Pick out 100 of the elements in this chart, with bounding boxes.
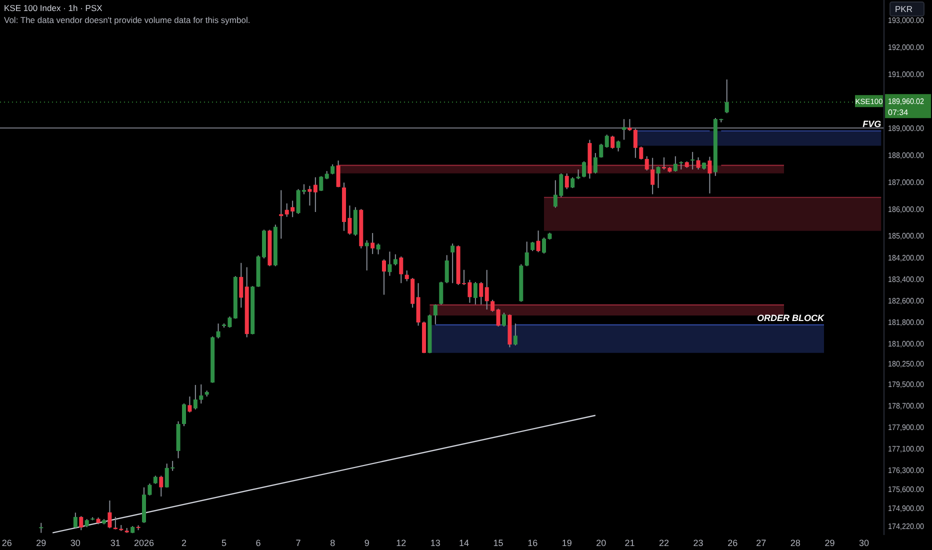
x-tick-label: 30 xyxy=(858,538,870,548)
text: 07:34 xyxy=(888,108,909,118)
candlestick xyxy=(628,118,632,132)
candlestick xyxy=(376,243,380,255)
y-tick-label: 184,200.00 xyxy=(888,253,928,262)
x-tick-label: 22 xyxy=(658,538,670,548)
candlestick xyxy=(616,140,620,152)
candlestick xyxy=(182,403,186,427)
candlestick xyxy=(382,258,386,296)
x-tick-label: 29 xyxy=(36,538,46,548)
y-tick-label: 189,000.00 xyxy=(888,124,928,133)
y-tick-label: 192,000.00 xyxy=(888,43,928,52)
x-tick-label: 21 xyxy=(624,538,635,548)
x-tick-label: 28 xyxy=(790,538,800,548)
y-tick-label: 193,000.00 xyxy=(888,16,928,26)
candlestick xyxy=(39,522,44,534)
candlestick xyxy=(593,152,598,174)
candlestick xyxy=(484,269,489,310)
y-tick-label: 188,000.00 xyxy=(888,150,928,160)
candlestick xyxy=(308,185,312,206)
x-tick-label: 29 xyxy=(824,538,835,548)
candlestick xyxy=(473,282,478,305)
candlestick xyxy=(279,190,284,240)
y-tick-label: 179,500.00 xyxy=(888,380,928,389)
x-tick-label: 2026 xyxy=(134,538,154,548)
candlestick xyxy=(336,160,340,188)
x-tick-label: 26 xyxy=(728,538,738,548)
candlestick xyxy=(496,308,500,327)
candlestick xyxy=(576,168,580,180)
x-tick-label: 16 xyxy=(528,538,538,548)
candlestick xyxy=(696,156,700,170)
x-tick-label: 12 xyxy=(396,538,406,548)
y-tick-label: 177,100.00 xyxy=(888,444,928,454)
y-tick-label: 181,000.00 xyxy=(888,339,928,348)
x-tick-label: 6 xyxy=(256,538,261,548)
ref-line-label: 189,960.02 xyxy=(888,97,928,106)
candlestick xyxy=(364,240,369,271)
candlestick xyxy=(216,323,220,339)
candlestick xyxy=(444,254,449,284)
candlestick xyxy=(599,143,604,158)
x-tick-label: 26 xyxy=(2,538,12,548)
candlestick xyxy=(433,304,438,325)
candlestick xyxy=(319,176,324,192)
candlestick xyxy=(313,176,318,213)
candlestick xyxy=(622,118,626,140)
y-tick-label: 174,220.00 xyxy=(888,522,928,532)
x-tick-label: 15 xyxy=(493,538,504,548)
series-label: FVG xyxy=(862,118,882,129)
y-tick-label: 177,900.00 xyxy=(888,422,928,432)
candlestick xyxy=(490,299,495,312)
candlestick xyxy=(388,251,392,276)
candlestick xyxy=(404,270,409,282)
y-tick-label: 186,000.00 xyxy=(888,204,928,214)
text: Vol: The data vendor doesn't provide volume data for this symbol. xyxy=(4,15,250,25)
x-tick-label: 31 xyxy=(110,538,120,548)
y-tick-label: 175,600.00 xyxy=(888,484,928,494)
text: PKR xyxy=(895,4,912,14)
candlestick xyxy=(79,516,84,531)
candlestick xyxy=(524,241,529,267)
y-tick-label: 187,000.00 xyxy=(888,178,928,187)
y-tick-label: 181,800.00 xyxy=(888,318,928,327)
y-tick-label: 185,000.00 xyxy=(888,232,928,241)
y-tick-label: 174,900.00 xyxy=(888,504,928,513)
candlestick xyxy=(370,232,375,255)
candlestick xyxy=(536,230,540,253)
candlestick xyxy=(690,151,695,170)
candlestick xyxy=(450,243,455,284)
candlestick xyxy=(108,500,112,529)
candlestick xyxy=(708,156,712,194)
candlestick xyxy=(113,516,118,530)
y-tick-label: 176,300.00 xyxy=(888,466,928,476)
candlestick xyxy=(570,176,575,189)
x-tick-label: 19 xyxy=(562,538,572,548)
x-tick-label: 8 xyxy=(330,538,336,548)
candlestick xyxy=(673,156,678,172)
chart-title: KSE 100 Index · 1h · PSX xyxy=(4,3,103,13)
x-tick-label: 7 xyxy=(296,538,301,548)
y-tick-label: 183,400.00 xyxy=(888,274,928,284)
x-tick-label: 23 xyxy=(693,538,704,548)
candlestick xyxy=(330,164,335,175)
candlestick xyxy=(650,157,655,195)
candlestick xyxy=(656,166,660,189)
candlestick xyxy=(439,281,444,306)
candlestick xyxy=(159,475,164,497)
candlestick xyxy=(399,256,404,284)
candlestick xyxy=(724,78,729,114)
y-tick-label: 182,600.00 xyxy=(888,296,928,306)
y-tick-label: 191,000.00 xyxy=(888,70,928,80)
candlestick xyxy=(479,282,484,305)
y-tick-label: 180,250.00 xyxy=(888,360,928,369)
x-tick-label: 9 xyxy=(364,538,370,548)
x-tick-label: 13 xyxy=(430,538,440,548)
candlestick xyxy=(513,323,518,346)
candlestick xyxy=(604,134,609,148)
y-tick-label: 178,700.00 xyxy=(888,401,928,410)
candlestick xyxy=(502,312,506,327)
x-tick-label: 2 xyxy=(181,538,187,548)
x-tick-label: 20 xyxy=(596,538,606,548)
candlestick xyxy=(564,172,569,190)
candlestick xyxy=(188,396,192,413)
